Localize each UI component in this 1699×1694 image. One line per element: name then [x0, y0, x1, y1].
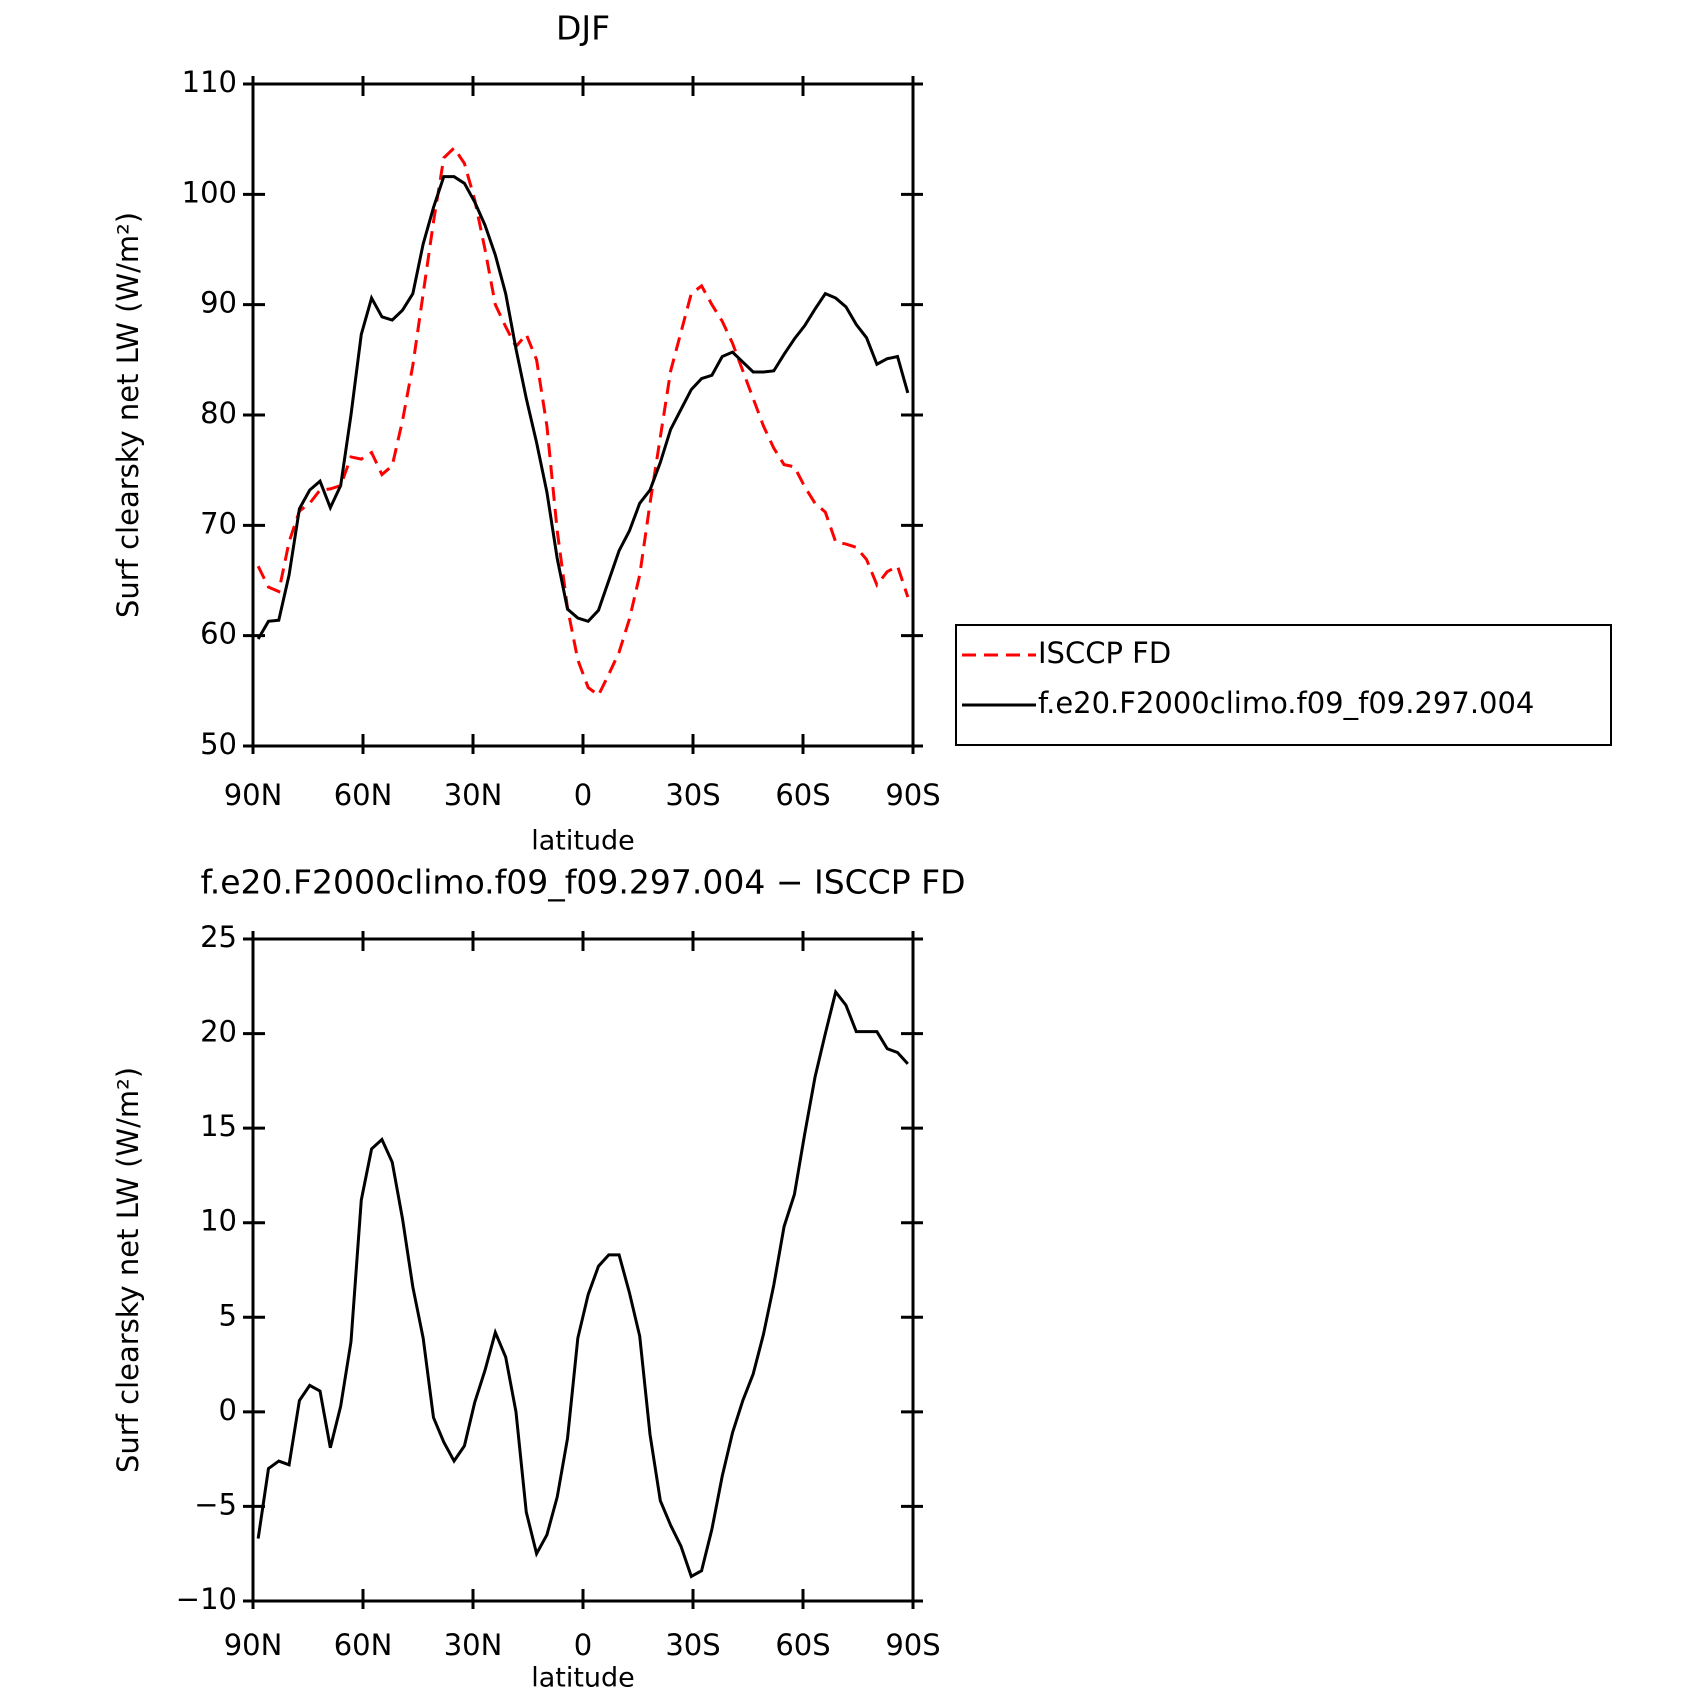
data-line	[256, 175, 910, 640]
x-tick-label: 0	[574, 1628, 592, 1662]
x-tick-label: 30N	[444, 778, 503, 812]
x-tick-label: 90N	[224, 778, 283, 812]
y-tick-label: 5	[219, 1298, 237, 1332]
x-tick-label: 90S	[885, 778, 940, 812]
x-tick-label: 30N	[444, 1628, 503, 1662]
data-line	[256, 145, 910, 698]
y-tick-label: 10	[200, 1204, 237, 1238]
x-tick-label: 90S	[885, 1628, 940, 1662]
y-tick-label: 110	[182, 65, 237, 99]
x-tick-label: 60N	[334, 778, 393, 812]
x-tick-label: 90N	[224, 1628, 283, 1662]
x-tick-label: 30S	[665, 1628, 720, 1662]
y-tick-label: 50	[200, 727, 237, 761]
y-tick-label: 0	[219, 1393, 237, 1427]
legend-label: f.e20.F2000climo.f09_f09.297.004	[1038, 686, 1534, 720]
x-tick-label: 60S	[775, 778, 830, 812]
y-tick-label: 70	[200, 506, 237, 540]
legend-box	[955, 624, 1612, 746]
chart-title: DJF	[556, 9, 610, 48]
y-tick-label: 100	[182, 175, 237, 209]
x-tick-label: 60S	[775, 1628, 830, 1662]
x-tick-label: 60N	[334, 1628, 393, 1662]
legend-label: ISCCP FD	[1038, 636, 1171, 670]
x-axis-label: latitude	[531, 826, 635, 857]
y-tick-label: 15	[200, 1109, 237, 1143]
y-tick-label: 20	[200, 1015, 237, 1049]
x-tick-label: 0	[574, 778, 592, 812]
y-tick-label: 60	[200, 617, 237, 651]
y-axis-label: Surf clearsky net LW (W/m²)	[111, 1067, 145, 1473]
y-tick-label: −5	[194, 1487, 237, 1521]
y-tick-label: −10	[176, 1582, 237, 1616]
chart-title: f.e20.F2000climo.f09_f09.297.004 − ISCCP…	[200, 863, 965, 902]
y-axis-label: Surf clearsky net LW (W/m²)	[111, 212, 145, 618]
y-tick-label: 80	[200, 396, 237, 430]
data-line	[256, 988, 909, 1579]
y-tick-label: 25	[200, 920, 237, 954]
x-axis-label: latitude	[531, 1663, 635, 1694]
x-tick-label: 30S	[665, 778, 720, 812]
y-tick-label: 90	[200, 286, 237, 320]
plot-frame	[251, 937, 915, 1603]
